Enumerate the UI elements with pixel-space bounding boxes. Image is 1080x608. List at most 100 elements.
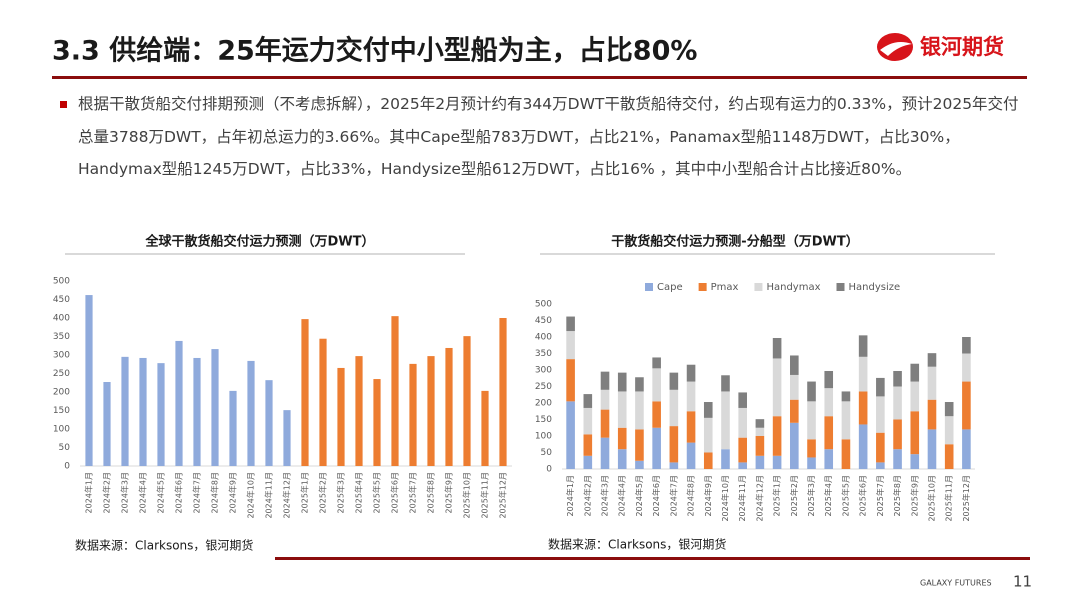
- bullet-text: 根据干散货船交付排期预测（不考虑拆解），2025年2月预计约有344万DWT干散…: [78, 95, 1019, 178]
- bar-segment: [790, 355, 799, 375]
- legend-label: Cape: [657, 282, 683, 293]
- bar: [355, 356, 363, 466]
- bar-segment: [686, 381, 696, 412]
- bar: [445, 347, 453, 466]
- x-tick-label: 2025年5月: [372, 472, 382, 513]
- x-tick-label: 2024年8月: [686, 475, 696, 516]
- chart-title: 全球干散货船交付运力预测（万DWT）: [145, 234, 375, 250]
- bar-segment: [893, 386, 902, 420]
- x-tick-label: 2024年6月: [174, 472, 184, 513]
- bar-segment: [807, 401, 816, 440]
- x-tick-label: 2024年11月: [264, 472, 274, 519]
- source-note: 数据来源：Clarksons，银河期货: [75, 538, 253, 553]
- y-tick-label: 250: [535, 382, 552, 392]
- x-tick-label: 2025年4月: [354, 472, 364, 513]
- y-tick-label: 300: [53, 351, 70, 361]
- bar: [121, 356, 129, 466]
- legend-swatch: [754, 283, 763, 291]
- bar-segment: [893, 419, 902, 450]
- bar-segment: [600, 437, 610, 469]
- bar-segment: [583, 394, 593, 408]
- y-tick-label: 400: [535, 333, 552, 343]
- bar-segment: [807, 439, 816, 458]
- bar-segment: [566, 331, 575, 360]
- bar-segment: [841, 391, 851, 402]
- bar: [481, 390, 489, 466]
- bullet-marker: [60, 101, 67, 108]
- x-tick-label: 2024年1月: [84, 472, 94, 513]
- bar-segment: [635, 460, 644, 469]
- bar-segment: [721, 449, 730, 469]
- x-tick-label: 2024年1月: [565, 475, 575, 516]
- bar-segment: [790, 374, 799, 400]
- bar-segment: [652, 401, 661, 428]
- x-tick-label: 2024年2月: [102, 472, 112, 513]
- x-tick-label: 2024年7月: [192, 472, 202, 513]
- bar-segment: [617, 427, 627, 450]
- bar-segment: [910, 411, 920, 455]
- bar: [319, 338, 327, 466]
- bar-segment: [669, 462, 679, 469]
- bar-segment: [652, 357, 661, 369]
- legend-label: Handysize: [849, 282, 901, 293]
- y-tick-label: 150: [535, 415, 552, 425]
- x-tick-label: 2024年6月: [651, 475, 661, 516]
- bar-segment: [807, 381, 816, 402]
- page-number: 11: [1013, 573, 1032, 591]
- bar: [103, 382, 111, 466]
- bar-segment: [910, 363, 920, 382]
- x-tick-label: 2025年11月: [944, 475, 954, 522]
- bar-segment: [807, 457, 816, 469]
- x-tick-label: 2025年9月: [909, 475, 919, 516]
- bar-segment: [927, 353, 937, 367]
- x-tick-label: 2024年12月: [754, 475, 764, 522]
- bar-segment: [669, 372, 679, 390]
- y-tick-label: 350: [535, 349, 552, 359]
- bar-segment: [876, 396, 885, 433]
- bar-segment: [669, 426, 679, 463]
- x-tick-label: 2024年11月: [737, 475, 747, 522]
- y-tick-label: 350: [53, 332, 70, 342]
- bar-segment: [652, 427, 661, 469]
- x-tick-label: 2024年5月: [634, 475, 644, 516]
- x-tick-label: 2025年7月: [875, 475, 885, 516]
- x-tick-label: 2024年8月: [210, 472, 220, 513]
- bar-segment: [635, 391, 644, 430]
- bar: [427, 356, 435, 466]
- y-tick-label: 250: [53, 369, 70, 379]
- bar-segment: [738, 437, 747, 463]
- bar-segment: [824, 449, 834, 469]
- bar-segment: [566, 359, 575, 402]
- bar-segment: [703, 417, 713, 453]
- bar-segment: [686, 364, 696, 382]
- bar: [139, 357, 147, 466]
- x-tick-label: 2025年9月: [444, 472, 454, 513]
- legend-label: Handymax: [766, 282, 820, 293]
- x-tick-label: 2025年3月: [806, 475, 816, 516]
- bar-segment: [876, 462, 885, 469]
- bar-segment: [755, 436, 765, 456]
- bar-segment: [721, 375, 730, 392]
- x-tick-label: 2025年11月: [480, 472, 490, 519]
- bar-segment: [652, 368, 661, 402]
- bar-segment: [755, 427, 765, 436]
- x-tick-label: 2024年7月: [668, 475, 678, 516]
- bar-segment: [617, 449, 627, 469]
- slide-title: 3.3 供给端：25年运力交付中小型船为主，占比80%: [52, 35, 697, 67]
- x-tick-label: 2025年10月: [926, 475, 936, 522]
- bar-segment: [927, 429, 937, 469]
- x-tick-label: 2025年4月: [823, 475, 833, 516]
- bar-segment: [824, 370, 834, 389]
- y-tick-label: 500: [53, 277, 70, 287]
- bar-segment: [686, 442, 696, 469]
- y-tick-label: 100: [535, 432, 552, 442]
- bar: [211, 349, 219, 466]
- y-tick-label: 0: [546, 465, 552, 475]
- x-tick-label: 2024年10月: [246, 472, 256, 519]
- y-tick-label: 50: [59, 443, 71, 453]
- bar-segment: [755, 419, 765, 428]
- bar-segment: [841, 401, 851, 440]
- bar-segment: [858, 391, 868, 425]
- bar-segment: [944, 444, 954, 469]
- bar-segment: [738, 392, 747, 408]
